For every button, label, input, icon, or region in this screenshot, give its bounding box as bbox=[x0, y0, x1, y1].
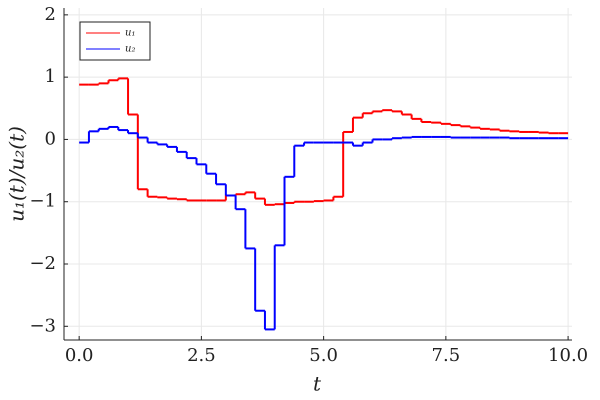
y-tick-label: −1 bbox=[29, 191, 56, 212]
x-tick-label: 2.5 bbox=[187, 345, 216, 366]
legend-box bbox=[79, 21, 151, 61]
y-axis-label: u₁(t)/u₂(t) bbox=[5, 126, 29, 222]
y-tick-label: 1 bbox=[45, 66, 56, 87]
x-tick-label: 10.0 bbox=[548, 345, 588, 366]
y-tick-label: 2 bbox=[45, 4, 56, 25]
x-tick-label: 0.0 bbox=[65, 345, 94, 366]
y-tick-label: −3 bbox=[29, 315, 56, 336]
legend-label: u₂ bbox=[125, 44, 135, 55]
x-tick-label: 7.5 bbox=[432, 345, 461, 366]
y-tick-label: −2 bbox=[29, 253, 56, 274]
series bbox=[79, 125, 569, 331]
y-tick-label: 0 bbox=[45, 128, 56, 149]
x-axis-label: t bbox=[313, 372, 322, 396]
legend-label: u₁ bbox=[125, 28, 135, 39]
x-tick-label: 5.0 bbox=[309, 345, 338, 366]
